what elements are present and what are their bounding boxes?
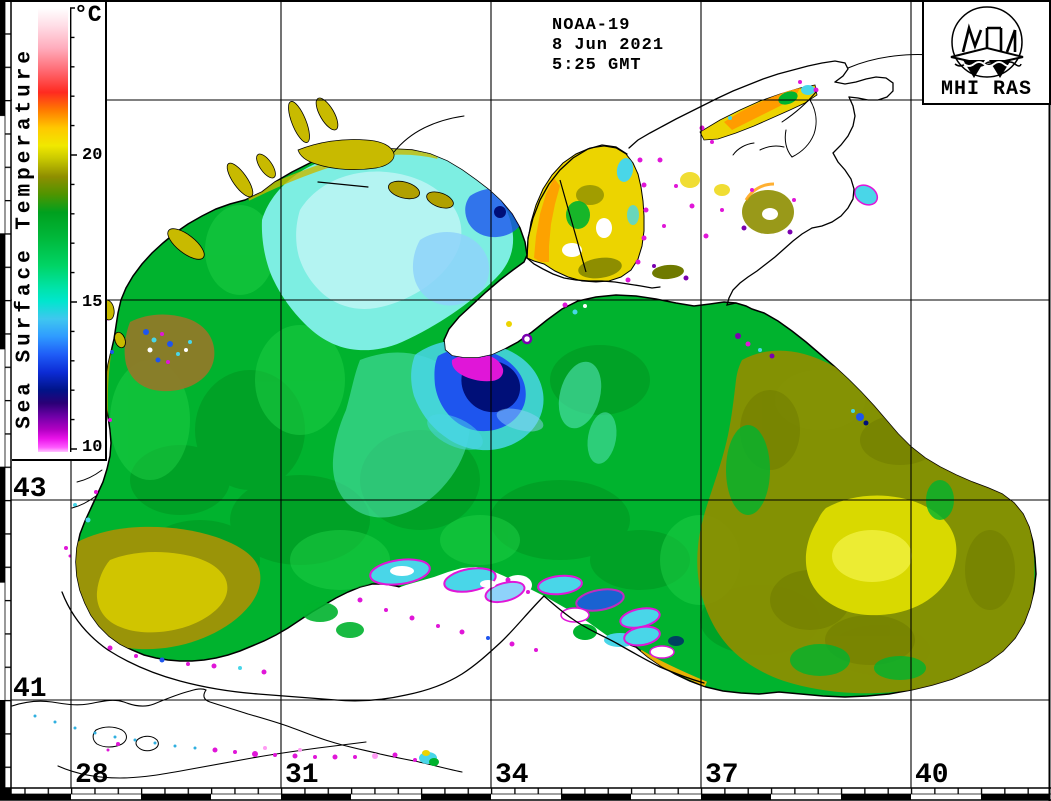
coastal-lagoons xyxy=(101,97,533,349)
marmara-speckle-trail xyxy=(33,714,439,766)
sea-of-azov xyxy=(526,80,879,283)
colorbar-title: Sea Surface Temperature xyxy=(13,47,37,429)
colorbar-unit: °C xyxy=(74,2,102,28)
image-date: 8 Jun 2021 xyxy=(552,36,665,55)
colorbar-tick-10: 10 xyxy=(82,438,103,457)
colorbar-axis xyxy=(70,7,77,452)
satellite-name: NOAA-19 xyxy=(552,16,631,35)
lon-label-34: 34 xyxy=(495,760,529,791)
lon-label-31: 31 xyxy=(285,760,319,791)
cloud-edge-streaks xyxy=(107,558,684,675)
image-annotation: NOAA-19 8 Jun 2021 5:25 GMT xyxy=(552,16,664,76)
lon-label-37: 37 xyxy=(705,760,739,791)
cloud-mask xyxy=(82,558,684,722)
sst-color-fields xyxy=(76,149,1035,694)
lon-label-28: 28 xyxy=(75,760,109,791)
colorbar-tick-20: 20 xyxy=(82,146,103,165)
lat-label-41: 41 xyxy=(13,674,47,705)
colorbar-gradient xyxy=(38,8,68,452)
colorbar-panel: Sea Surface Temperature °C 20 15 10 xyxy=(12,0,107,461)
institute-logo: MHI RAS xyxy=(922,0,1051,105)
mhi-ras-emblem-icon xyxy=(950,6,1024,78)
lon-label-40: 40 xyxy=(915,760,949,791)
lat-label-43: 43 xyxy=(13,474,47,505)
graticule xyxy=(11,1,1049,788)
colorbar-tick-15: 15 xyxy=(82,293,103,312)
sea-surface-raster xyxy=(64,148,1037,698)
image-time: 5:25 GMT xyxy=(552,56,642,75)
institute-logo-label: MHI RAS xyxy=(940,78,1032,101)
